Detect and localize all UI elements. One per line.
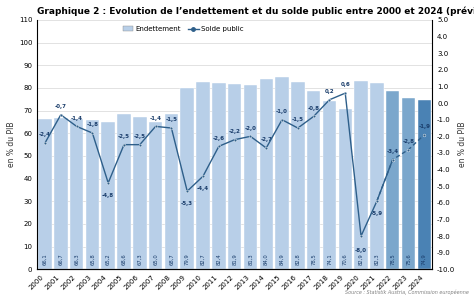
Bar bbox=[117, 114, 131, 269]
Text: -3,4: -3,4 bbox=[387, 149, 399, 154]
Bar bbox=[164, 114, 178, 269]
Text: -1,5: -1,5 bbox=[165, 117, 177, 122]
Text: 84,9: 84,9 bbox=[280, 253, 284, 265]
Text: 75,6: 75,6 bbox=[406, 253, 411, 265]
Bar bbox=[260, 79, 273, 269]
Text: -2,7: -2,7 bbox=[260, 137, 272, 142]
Text: -0,7: -0,7 bbox=[55, 104, 67, 109]
Text: -2,8: -2,8 bbox=[402, 139, 414, 144]
Text: -2,6: -2,6 bbox=[213, 136, 225, 140]
Text: 78,5: 78,5 bbox=[311, 253, 316, 265]
Text: -1,4: -1,4 bbox=[71, 116, 82, 121]
Text: -4,4: -4,4 bbox=[197, 186, 209, 191]
Text: 67,3: 67,3 bbox=[137, 253, 142, 265]
Bar bbox=[212, 83, 226, 269]
Y-axis label: en % du PIB: en % du PIB bbox=[7, 122, 16, 167]
Text: -4,8: -4,8 bbox=[102, 193, 114, 198]
Y-axis label: en % du PIB: en % du PIB bbox=[458, 122, 467, 167]
Bar bbox=[386, 91, 400, 269]
Text: -2,5: -2,5 bbox=[118, 134, 130, 139]
Bar bbox=[338, 109, 352, 269]
Text: -5,9: -5,9 bbox=[371, 211, 383, 216]
Text: 81,3: 81,3 bbox=[248, 253, 253, 265]
Bar bbox=[370, 83, 383, 269]
Text: 82,3: 82,3 bbox=[374, 253, 379, 265]
Text: 82,8: 82,8 bbox=[295, 253, 301, 265]
Text: 81,9: 81,9 bbox=[232, 253, 237, 265]
Bar bbox=[101, 122, 115, 269]
Text: Graphique 2 : Evolution de l’endettement et du solde public entre 2000 et 2024 (: Graphique 2 : Evolution de l’endettement… bbox=[37, 7, 474, 16]
Text: -2,2: -2,2 bbox=[228, 129, 241, 134]
Legend: Endettement, Solde public: Endettement, Solde public bbox=[120, 24, 247, 35]
Bar bbox=[418, 100, 431, 269]
Text: 82,7: 82,7 bbox=[201, 253, 206, 265]
Text: -1,0: -1,0 bbox=[276, 109, 288, 114]
Bar bbox=[244, 85, 257, 269]
Text: -1,9: -1,9 bbox=[418, 124, 430, 129]
Bar bbox=[133, 117, 146, 269]
Text: -2,0: -2,0 bbox=[245, 125, 256, 131]
Bar bbox=[291, 82, 305, 269]
Text: -2,4: -2,4 bbox=[39, 132, 51, 137]
Bar bbox=[38, 119, 52, 269]
Bar bbox=[228, 84, 241, 269]
Bar bbox=[402, 98, 415, 269]
Bar bbox=[355, 81, 368, 269]
Text: 82,9: 82,9 bbox=[358, 253, 364, 265]
Text: 74,9: 74,9 bbox=[422, 253, 427, 265]
Text: 74,1: 74,1 bbox=[327, 253, 332, 265]
Text: -0,8: -0,8 bbox=[308, 105, 319, 111]
Text: 66,7: 66,7 bbox=[58, 253, 64, 265]
Text: 0,2: 0,2 bbox=[325, 89, 334, 94]
Text: 84,0: 84,0 bbox=[264, 253, 269, 265]
Text: 65,8: 65,8 bbox=[90, 253, 95, 265]
Text: -1,8: -1,8 bbox=[86, 122, 99, 127]
Bar bbox=[54, 118, 67, 269]
Bar bbox=[70, 119, 83, 269]
Text: -8,0: -8,0 bbox=[355, 248, 367, 253]
Text: 0,6: 0,6 bbox=[340, 82, 350, 87]
Text: 78,5: 78,5 bbox=[390, 253, 395, 265]
Text: 68,7: 68,7 bbox=[169, 253, 174, 265]
Text: 70,6: 70,6 bbox=[343, 253, 348, 265]
Text: 82,4: 82,4 bbox=[216, 253, 221, 265]
Text: 66,1: 66,1 bbox=[43, 253, 47, 265]
Bar bbox=[323, 101, 336, 269]
Text: -1,5: -1,5 bbox=[292, 117, 304, 122]
Text: -1,4: -1,4 bbox=[150, 116, 162, 121]
Text: 79,9: 79,9 bbox=[185, 253, 190, 265]
Text: -5,3: -5,3 bbox=[181, 201, 193, 206]
Text: 66,3: 66,3 bbox=[74, 253, 79, 265]
Bar bbox=[149, 122, 162, 269]
Text: 68,6: 68,6 bbox=[121, 253, 127, 265]
Text: 65,2: 65,2 bbox=[106, 253, 111, 265]
Bar bbox=[181, 88, 194, 269]
Bar bbox=[275, 77, 289, 269]
Text: -2,5: -2,5 bbox=[134, 134, 146, 139]
Bar bbox=[307, 91, 320, 269]
Text: 65,0: 65,0 bbox=[153, 253, 158, 265]
Bar bbox=[196, 82, 210, 269]
Text: Source : Statistik Austria, Commission européenne: Source : Statistik Austria, Commission e… bbox=[346, 290, 469, 295]
Bar bbox=[86, 120, 99, 269]
